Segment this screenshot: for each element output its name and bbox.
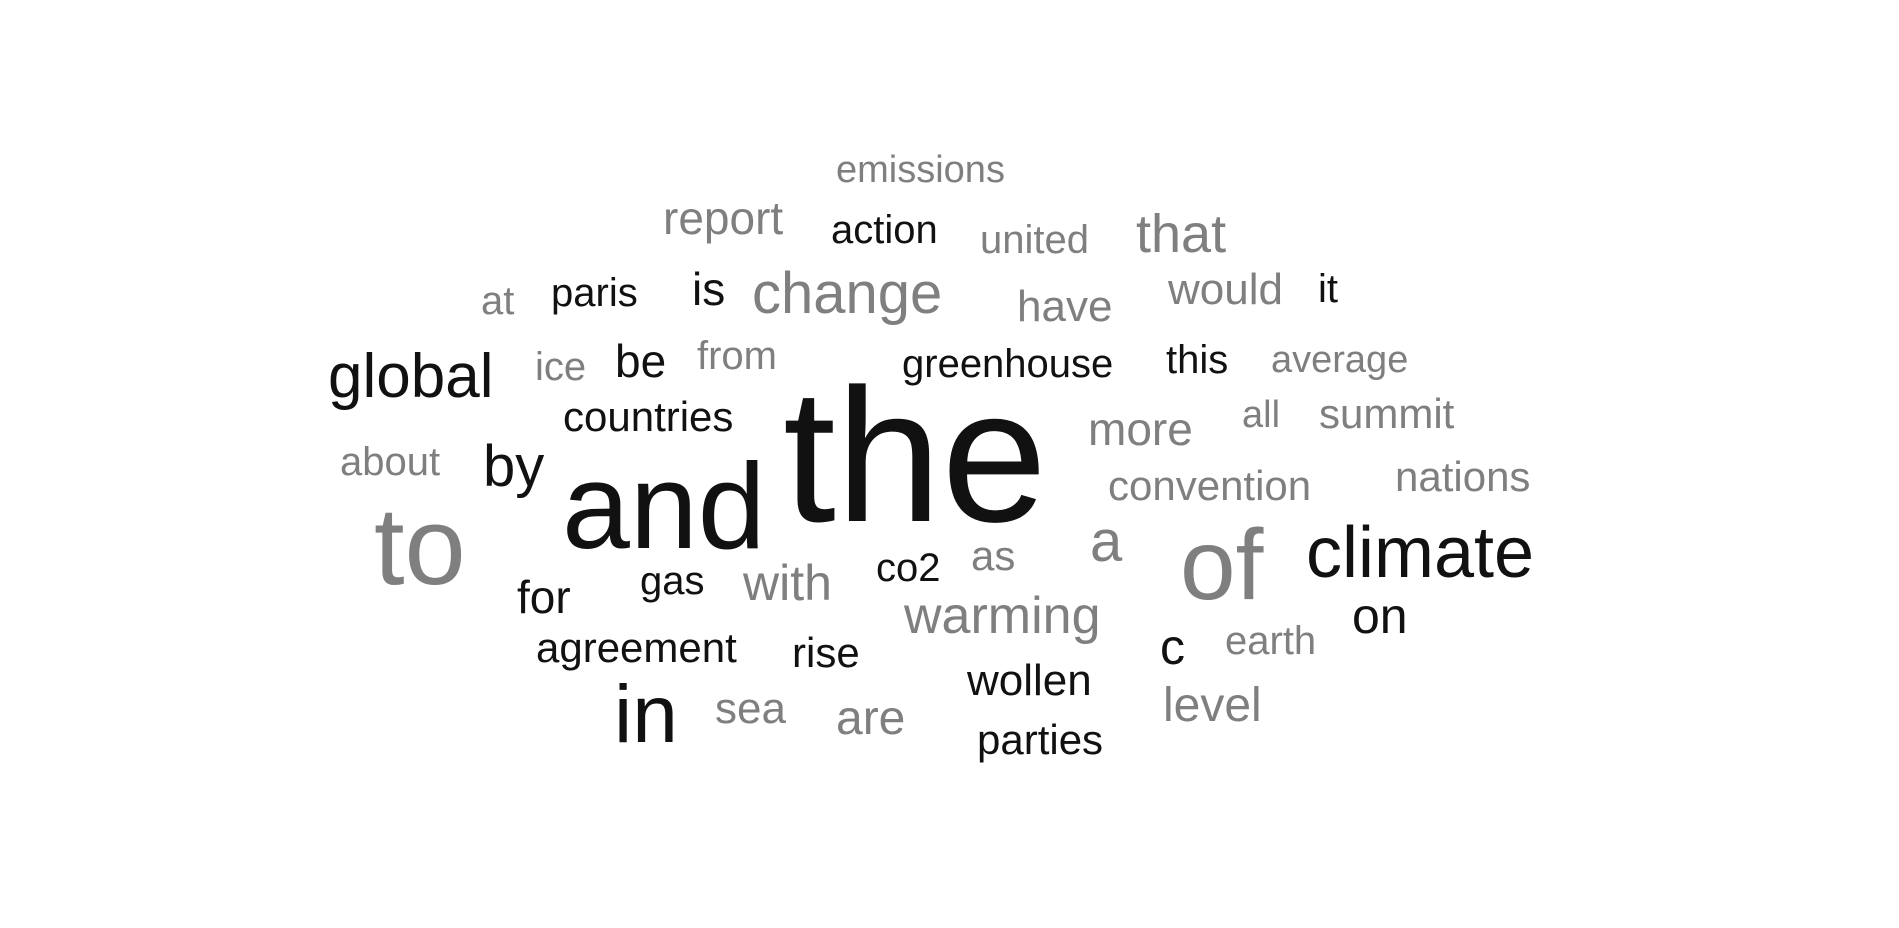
- word-summit: summit: [1319, 389, 1455, 437]
- word-this: this: [1166, 337, 1229, 382]
- word-emissions: emissions: [836, 148, 1005, 191]
- word-to: to: [374, 485, 466, 609]
- word-average: average: [1271, 338, 1409, 381]
- word-level: level: [1163, 678, 1262, 732]
- word-united: united: [980, 217, 1089, 262]
- word-convention: convention: [1108, 461, 1312, 509]
- word-change: change: [752, 260, 943, 326]
- word-c: c: [1160, 618, 1185, 675]
- word-report: report: [663, 192, 784, 245]
- word-countries: countries: [563, 392, 734, 440]
- word-co2: co2: [876, 545, 941, 590]
- word-with: with: [743, 554, 832, 611]
- word-on: on: [1352, 587, 1408, 644]
- word-as: as: [971, 531, 1016, 579]
- word-paris: paris: [551, 270, 638, 315]
- word-it: it: [1318, 266, 1338, 311]
- word-ice: ice: [535, 344, 587, 389]
- word-about: about: [340, 439, 441, 484]
- word-sea: sea: [715, 684, 786, 734]
- word-nations: nations: [1395, 452, 1531, 500]
- word-parties: parties: [977, 715, 1104, 763]
- word-earth: earth: [1225, 618, 1317, 663]
- word-greenhouse: greenhouse: [902, 341, 1114, 386]
- word-would: would: [1168, 265, 1283, 315]
- word-for: for: [517, 571, 571, 624]
- word-from: from: [697, 333, 777, 378]
- word-that: that: [1136, 204, 1227, 265]
- word-at: at: [481, 278, 515, 323]
- word-are: are: [836, 691, 906, 745]
- word-warming: warming: [904, 586, 1101, 645]
- word-the: the: [783, 350, 1048, 563]
- word-rise: rise: [792, 628, 860, 676]
- word-by: by: [483, 433, 545, 499]
- word-action: action: [831, 207, 938, 252]
- word-in: in: [614, 668, 678, 760]
- word-wollen: wollen: [967, 656, 1092, 706]
- word-of: of: [1180, 508, 1264, 621]
- word-all: all: [1242, 393, 1281, 436]
- word-have: have: [1017, 282, 1113, 332]
- word-global: global: [328, 341, 494, 411]
- word-more: more: [1088, 403, 1193, 456]
- word-agreement: agreement: [536, 623, 737, 671]
- word-a: a: [1090, 508, 1123, 574]
- word-climate: climate: [1306, 512, 1535, 593]
- word-be: be: [615, 335, 667, 388]
- word-is: is: [692, 263, 726, 316]
- word-and: and: [562, 437, 766, 574]
- word-gas: gas: [640, 558, 705, 603]
